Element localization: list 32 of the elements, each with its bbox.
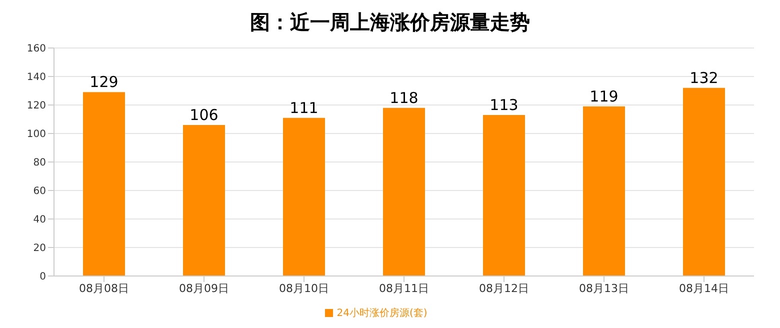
y-tick-label: 140 <box>26 72 46 84</box>
y-tick-label: 20 <box>33 243 46 254</box>
x-tick-label: 08月09日 <box>179 282 229 295</box>
y-tick-label: 120 <box>26 100 46 112</box>
data-label: 118 <box>390 88 418 107</box>
bar <box>183 124 225 276</box>
y-tick-label: 160 <box>26 44 46 55</box>
y-tick-label: 80 <box>33 158 46 169</box>
data-label: 132 <box>690 68 718 87</box>
data-label: 111 <box>290 98 318 117</box>
y-tick-label: 100 <box>26 129 46 140</box>
y-tick-label: 40 <box>33 214 46 226</box>
x-tick-label: 08月08日 <box>79 282 129 295</box>
chart-title: 图：近一周上海涨价房源量走势 <box>249 9 531 36</box>
bar <box>283 118 325 276</box>
x-tick-label: 08月11日 <box>379 282 429 295</box>
bar <box>383 108 425 276</box>
x-tick-label: 08月14日 <box>679 282 729 295</box>
data-label: 119 <box>590 87 618 106</box>
bar <box>83 92 125 276</box>
x-tick-label: 08月10日 <box>279 282 329 295</box>
legend-label: 24小时涨价房源(套) <box>336 308 428 319</box>
bar <box>583 106 625 276</box>
x-tick-label: 08月13日 <box>579 282 629 295</box>
y-tick-label: 60 <box>33 186 46 198</box>
y-tick-label: 0 <box>40 272 46 283</box>
x-tick-label: 08月12日 <box>479 282 529 295</box>
bar <box>483 114 525 276</box>
data-label: 129 <box>90 73 118 92</box>
data-label: 106 <box>190 106 218 124</box>
data-label: 113 <box>490 96 518 114</box>
bar <box>683 88 725 276</box>
